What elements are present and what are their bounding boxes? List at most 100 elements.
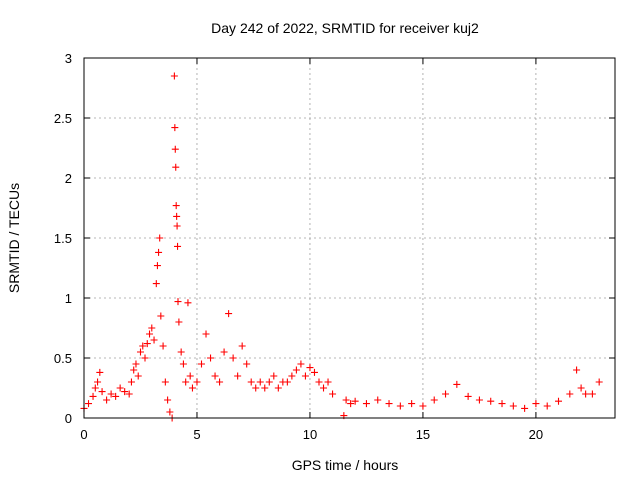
x-tick-label: 0 <box>80 427 87 442</box>
y-axis-label: SRMTID / TECUs <box>6 183 22 293</box>
data-point <box>148 324 156 332</box>
data-point <box>532 400 540 408</box>
data-point <box>243 360 251 368</box>
data-point <box>442 390 450 398</box>
data-point <box>216 378 224 386</box>
data-point <box>134 372 142 380</box>
data-point <box>306 364 314 372</box>
x-tick-label: 10 <box>303 427 317 442</box>
data-point <box>107 390 115 398</box>
data-point <box>141 354 149 362</box>
data-point <box>247 378 255 386</box>
data-point <box>347 400 355 408</box>
data-point <box>234 372 242 380</box>
data-point <box>146 330 154 338</box>
data-point <box>324 378 332 386</box>
data-point <box>173 222 181 230</box>
data-point <box>166 408 174 416</box>
data-point <box>374 396 382 404</box>
data-point <box>193 378 201 386</box>
data-point <box>229 354 237 362</box>
data-point <box>555 397 563 405</box>
data-point <box>408 400 416 408</box>
x-axis-label: GPS time / hours <box>292 457 399 473</box>
data-point <box>188 384 196 392</box>
data-point <box>225 310 233 318</box>
data-point <box>498 400 506 408</box>
axis-ticks: 0 5 10 15 20 0 0.5 1 1.5 2 2.5 3 <box>54 51 615 442</box>
data-point <box>573 366 581 374</box>
data-point <box>475 396 483 404</box>
data-point <box>207 354 215 362</box>
data-point <box>156 234 164 242</box>
data-point <box>125 390 133 398</box>
data-point <box>121 388 129 396</box>
data-point <box>130 366 138 374</box>
data-point <box>174 298 182 306</box>
data-point <box>172 163 180 171</box>
data-point <box>238 342 246 350</box>
y-tick-label: 3 <box>65 51 72 66</box>
data-point <box>256 378 264 386</box>
data-point <box>184 299 192 307</box>
data-point <box>171 124 179 132</box>
data-point <box>116 384 124 392</box>
data-point <box>270 372 278 380</box>
data-point <box>521 404 529 412</box>
data-point <box>261 384 269 392</box>
data-point <box>265 378 273 386</box>
data-point <box>197 360 205 368</box>
y-tick-label: 1.5 <box>54 231 72 246</box>
data-point <box>301 372 309 380</box>
data-point <box>362 400 370 408</box>
data-point <box>96 368 104 376</box>
data-point <box>582 390 590 398</box>
data-point <box>161 378 169 386</box>
data-point <box>288 372 296 380</box>
data-point <box>91 384 99 392</box>
data-point <box>419 402 427 410</box>
data-point <box>177 348 185 356</box>
data-point <box>274 384 282 392</box>
data-point <box>89 392 97 400</box>
data-point <box>211 372 219 380</box>
y-tick-label: 0 <box>65 411 72 426</box>
data-points <box>80 72 603 422</box>
data-point <box>396 402 404 410</box>
data-point <box>143 340 151 348</box>
data-point <box>329 390 337 398</box>
data-point <box>430 396 438 404</box>
data-point <box>155 248 163 256</box>
data-point <box>310 368 318 376</box>
data-point <box>170 72 178 80</box>
data-point <box>112 392 120 400</box>
data-point <box>252 384 260 392</box>
chart-title: Day 242 of 2022, SRMTID for receiver kuj… <box>211 20 479 36</box>
data-point <box>566 390 574 398</box>
data-point <box>103 396 111 404</box>
grid-lines <box>84 58 615 418</box>
data-point <box>172 202 180 210</box>
data-point <box>152 280 160 288</box>
x-tick-label: 5 <box>193 427 200 442</box>
data-point <box>182 378 190 386</box>
data-point <box>220 348 228 356</box>
data-point <box>175 318 183 326</box>
data-point <box>171 145 179 153</box>
data-point <box>292 366 300 374</box>
data-point <box>543 402 551 410</box>
data-point <box>139 342 147 350</box>
data-point <box>315 378 323 386</box>
data-point <box>464 392 472 400</box>
data-point <box>453 380 461 388</box>
data-point <box>283 378 291 386</box>
y-tick-label: 1 <box>65 291 72 306</box>
data-point <box>342 396 350 404</box>
data-point <box>487 397 495 405</box>
y-tick-label: 2 <box>65 171 72 186</box>
data-point <box>132 360 140 368</box>
data-point <box>577 384 585 392</box>
data-point <box>595 378 603 386</box>
data-point <box>164 396 172 404</box>
